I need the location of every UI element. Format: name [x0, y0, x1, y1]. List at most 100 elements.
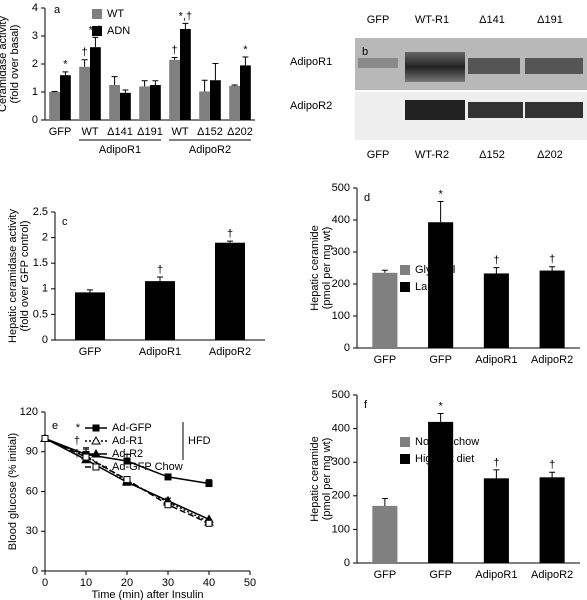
bar [539, 477, 565, 563]
bar [75, 292, 105, 340]
x-tick-label: GFP [374, 569, 397, 581]
legend-prefix: † [74, 435, 80, 447]
legend-swatch [400, 454, 410, 464]
x-tick-label: Δ152 [197, 126, 223, 138]
legend-label: Normal chow [415, 436, 479, 448]
error-bar [242, 56, 249, 66]
y-tick-label: 1.5 [33, 257, 48, 269]
lane-label: Δ141 [479, 14, 505, 26]
y-tick-label: 1 [32, 86, 38, 98]
y-tick-label: 300 [332, 246, 350, 258]
panel-label: f [364, 399, 368, 411]
legend-label: ADN [107, 25, 130, 37]
x-tick-label: 10 [80, 577, 92, 589]
bar [372, 272, 398, 348]
x-tick-label: AdipoR2 [531, 354, 573, 366]
blot: b GFP WT-R1 Δ141 Δ191 GFP WT-R2 Δ152 Δ20… [290, 14, 587, 161]
significance-marker: * [438, 400, 443, 412]
point [164, 501, 172, 509]
lane-label: Δ202 [537, 149, 563, 161]
y-tick-label: 60 [26, 485, 38, 497]
x-tick-label: 0 [42, 577, 48, 589]
x-tick-label: WT [81, 126, 98, 138]
legend-label: Lard oil [415, 281, 451, 293]
y-tick-label: 0 [42, 334, 48, 346]
y-tick-label: 30 [26, 525, 38, 537]
y-tick-label: 4 [32, 2, 38, 14]
y-axis-label: (pmol per mg wt) [321, 227, 333, 310]
x-tick-label: AdipoR1 [475, 569, 517, 581]
legend-swatch [400, 437, 410, 447]
error-bar [227, 240, 233, 243]
bar [139, 86, 150, 120]
y-tick-label: 0 [32, 114, 38, 126]
x-tick-label: 50 [244, 577, 256, 589]
group-label: AdipoR1 [99, 144, 141, 156]
error-bar [141, 80, 148, 87]
lane-label: Δ152 [479, 149, 505, 161]
x-axis-label: Time (min) after Insulin [91, 589, 203, 600]
y-tick-label: 500 [332, 389, 350, 401]
bar [240, 65, 251, 120]
point [82, 453, 90, 461]
y-tick-label: 200 [332, 278, 350, 290]
legend-label: Ad-R1 [112, 435, 143, 447]
x-tick-label: Δ202 [227, 126, 253, 138]
blot-band [358, 58, 398, 68]
y-tick-label: 0 [344, 342, 350, 354]
y-axis-label: Hepatic ceramide [309, 225, 321, 311]
error-bar [87, 289, 93, 293]
y-tick-label: 2 [32, 58, 38, 70]
legend-label: High-fat diet [415, 453, 474, 465]
point [123, 476, 131, 484]
error-bar [437, 200, 444, 223]
y-tick-label: 300 [332, 456, 350, 468]
bar [428, 421, 454, 563]
significance-marker: † [172, 44, 178, 56]
error-bar [51, 90, 58, 92]
blot-band [525, 58, 583, 74]
y-axis-label: Hepatic ceramidase activity [7, 209, 19, 343]
x-tick-label: AdipoR2 [531, 569, 573, 581]
significance-marker: † [82, 47, 88, 59]
legend-label: Ad-GFP [112, 422, 152, 434]
lane-label: Δ191 [537, 14, 563, 26]
bar [90, 47, 101, 121]
x-tick-label: Δ141 [107, 126, 133, 138]
blot-band [468, 58, 520, 74]
y-tick-label: 0.5 [33, 308, 48, 320]
y-axis-label: Blood glucose (% initial) [7, 433, 19, 550]
y-tick-label: 400 [332, 214, 350, 226]
bar [428, 222, 454, 348]
bar [539, 270, 565, 348]
point [205, 519, 213, 527]
y-axis-label: (fold over basal) [9, 25, 21, 104]
group-label: AdipoR2 [189, 144, 231, 156]
error-bar [201, 79, 208, 92]
bar [215, 242, 245, 340]
significance-marker: † [549, 459, 555, 471]
point [205, 480, 213, 488]
point [41, 435, 49, 442]
significance-marker: * [63, 59, 68, 71]
x-tick-label: GFP [429, 569, 452, 581]
bar [169, 59, 180, 120]
error-bar [437, 412, 444, 422]
legend-marker [92, 424, 100, 432]
bar [483, 273, 509, 348]
blot-band [468, 102, 523, 118]
error-bar [81, 59, 88, 67]
y-axis-label: Hepatic ceramide [309, 436, 321, 522]
x-tick-label: 40 [203, 577, 215, 589]
bar [150, 85, 161, 120]
x-tick-label: GFP [49, 126, 72, 138]
legend-marker [91, 448, 101, 458]
y-axis-label: (pmol per mg wt) [321, 438, 333, 521]
legend-prefix: † [74, 448, 80, 460]
y-tick-label: 100 [332, 310, 350, 322]
y-tick-label: 2.5 [33, 206, 48, 218]
legend-label: Ad-GFP Chow [112, 461, 183, 473]
y-axis-label: (fold over GFP control) [19, 220, 31, 331]
blot-band [525, 102, 583, 118]
